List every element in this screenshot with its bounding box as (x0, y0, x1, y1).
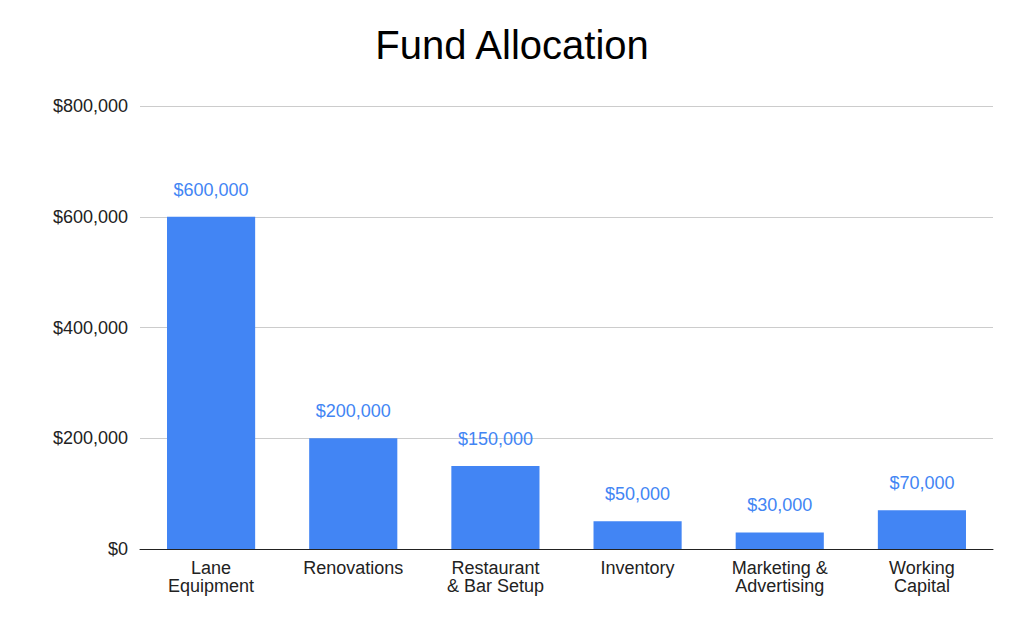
svg-text:& Bar Setup: & Bar Setup (447, 576, 544, 596)
svg-text:Lane: Lane (191, 558, 231, 578)
svg-text:$800,000: $800,000 (53, 96, 128, 116)
svg-text:$0: $0 (108, 539, 128, 559)
svg-text:Equipment: Equipment (168, 576, 254, 596)
svg-text:$400,000: $400,000 (53, 318, 128, 338)
svg-text:Working: Working (889, 558, 955, 578)
svg-text:$200,000: $200,000 (53, 428, 128, 448)
svg-text:$70,000: $70,000 (889, 473, 954, 493)
svg-text:Renovations: Renovations (303, 558, 403, 578)
svg-text:Advertising: Advertising (735, 576, 824, 596)
svg-text:$600,000: $600,000 (53, 207, 128, 227)
svg-text:Fund Allocation: Fund Allocation (375, 23, 649, 67)
svg-text:$600,000: $600,000 (174, 180, 249, 200)
svg-text:Capital: Capital (894, 576, 950, 596)
svg-text:$50,000: $50,000 (605, 484, 670, 504)
svg-text:Restaurant: Restaurant (451, 558, 539, 578)
svg-text:$200,000: $200,000 (316, 401, 391, 421)
svg-text:$150,000: $150,000 (458, 429, 533, 449)
svg-text:Inventory: Inventory (601, 558, 675, 578)
svg-text:Marketing &: Marketing & (732, 558, 828, 578)
svg-text:$30,000: $30,000 (747, 495, 812, 515)
